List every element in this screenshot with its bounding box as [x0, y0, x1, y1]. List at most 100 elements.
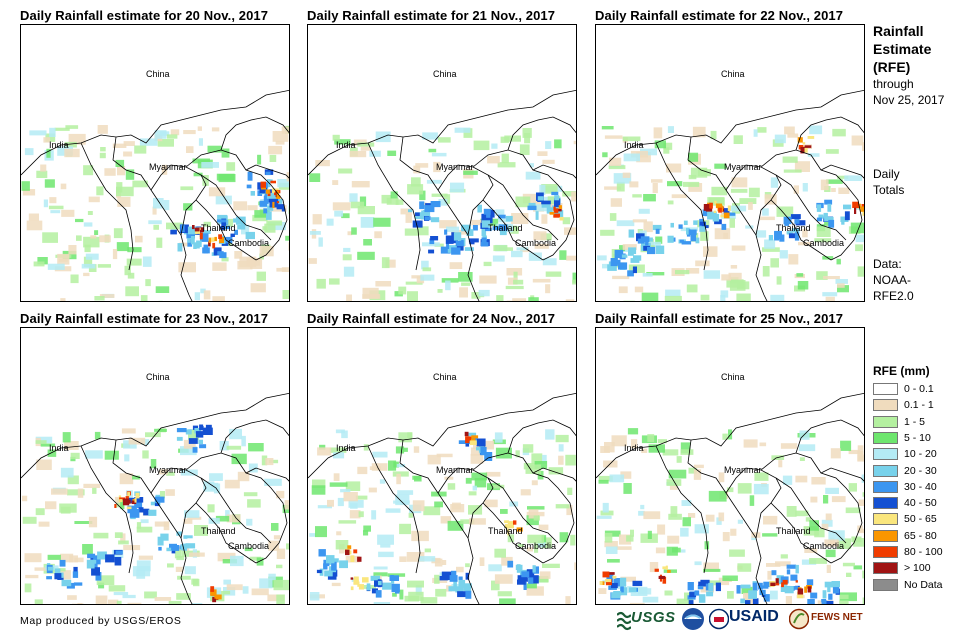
- rainfall-patch: [848, 449, 861, 455]
- rainfall-patch: [230, 233, 235, 237]
- rainfall-patch: [275, 140, 285, 145]
- rainfall-patch: [35, 436, 53, 444]
- rainfall-patch: [281, 208, 286, 212]
- rainfall-patch: [720, 295, 726, 301]
- heavy-rainfall-patch: [194, 227, 200, 232]
- rainfall-patch: [47, 566, 54, 571]
- rainfall-patch: [333, 473, 340, 481]
- rainfall-patch: [759, 442, 767, 447]
- rainfall-patch: [160, 533, 169, 541]
- heavy-rainfall-patch: [718, 207, 722, 213]
- rainfall-patch: [423, 506, 441, 516]
- legend-label: 50 - 65: [904, 513, 937, 526]
- heavy-rainfall-patch: [559, 216, 564, 221]
- rainfall-patch: [440, 516, 452, 524]
- rainfall-patch: [97, 264, 111, 268]
- rainfall-patch: [177, 575, 191, 580]
- rainfall-patch: [851, 135, 864, 146]
- rainfall-patch: [36, 459, 52, 470]
- heavy-rainfall-patch: [469, 440, 477, 445]
- rainfall-patch: [504, 135, 521, 142]
- rainfall-patch: [771, 570, 777, 576]
- rainfall-patch: [309, 173, 321, 182]
- heavy-rainfall-patch: [804, 586, 807, 593]
- rainfall-patch: [523, 581, 527, 590]
- rainfall-patch: [423, 301, 430, 302]
- rainfall-patch: [254, 210, 270, 218]
- rainfall-patch: [528, 509, 539, 519]
- rainfall-patch: [484, 499, 498, 508]
- rainfall-patch: [399, 556, 407, 562]
- country-boundary: [820, 467, 864, 482]
- rainfall-patch: [233, 218, 237, 223]
- rainfall-patch: [390, 191, 398, 199]
- rainfall-patch: [334, 210, 343, 217]
- rainfall-patch: [419, 556, 436, 562]
- rainfall-patch: [379, 479, 386, 484]
- rainfall-patch: [694, 590, 700, 596]
- place-label-india: India: [49, 443, 69, 453]
- rainfall-patch: [633, 255, 642, 261]
- rainfall-patch: [324, 570, 333, 577]
- rainfall-patch: [226, 584, 243, 591]
- rainfall-patch: [498, 217, 511, 223]
- rainfall-patch: [600, 446, 610, 453]
- rainfall-patch: [795, 564, 799, 574]
- heavy-rainfall-patch: [210, 589, 217, 596]
- rainfall-patch: [183, 203, 193, 211]
- rainfall-patch: [49, 197, 57, 204]
- rainfall-patch: [424, 548, 431, 553]
- rainfall-patch: [415, 585, 422, 595]
- rainfall-patch: [405, 214, 412, 223]
- rainfall-patch: [604, 186, 621, 190]
- rainfall-patch: [92, 487, 97, 494]
- rainfall-patch: [527, 506, 545, 510]
- rainfall-patch: [857, 445, 864, 455]
- rainfall-patch: [726, 279, 744, 288]
- heavy-rainfall-patch: [122, 498, 130, 506]
- rainfall-patch: [215, 195, 232, 205]
- legend-label: 65 - 80: [904, 529, 937, 542]
- rainfall-patch: [392, 592, 397, 597]
- rainfall-patch: [499, 598, 516, 604]
- rainfall-patch: [751, 532, 761, 538]
- rainfall-patch: [439, 576, 449, 581]
- rainfall-patch: [412, 220, 423, 228]
- rainfall-patch: [65, 125, 79, 129]
- rainfall-patch: [688, 513, 696, 518]
- rainfall-patch: [155, 286, 170, 293]
- place-label-thailand: Thailand: [776, 223, 811, 233]
- rainfall-patch: [62, 432, 71, 443]
- rainfall-patch: [48, 205, 64, 210]
- rainfall-patch: [618, 248, 634, 252]
- rainfall-patch: [73, 582, 83, 586]
- rainfall-patch: [208, 187, 226, 197]
- country-boundary: [596, 392, 864, 479]
- rainfall-patch: [145, 432, 161, 438]
- rainfall-patch: [424, 205, 435, 213]
- heavy-rainfall-patch: [265, 189, 270, 194]
- rainfall-patch: [447, 483, 456, 490]
- rainfall-patch: [341, 213, 350, 219]
- usgs-logo: USGS: [617, 607, 679, 633]
- legend-swatch: [873, 497, 898, 510]
- rainfall-patch: [728, 429, 733, 440]
- heavy-rainfall-patch: [804, 145, 812, 148]
- rainfall-patch: [782, 156, 798, 163]
- rainfall-patch: [762, 266, 770, 277]
- rainfall-patch: [667, 235, 674, 243]
- rainfall-patch: [98, 582, 105, 589]
- rainfall-patch: [629, 181, 639, 188]
- rainfall-patch: [839, 594, 849, 599]
- legend-label: 20 - 30: [904, 464, 937, 477]
- rainfall-patch: [803, 526, 819, 536]
- legend-label: 1 - 5: [904, 415, 926, 428]
- place-label-china: China: [433, 69, 457, 79]
- rainfall-patch: [338, 520, 357, 524]
- rainfall-patch: [762, 247, 780, 252]
- rainfall-patch: [613, 591, 622, 596]
- rainfall-patch: [811, 477, 826, 485]
- rainfall-patch: [598, 475, 613, 482]
- heavy-rainfall-patch: [214, 236, 217, 242]
- rainfall-patch: [403, 447, 408, 452]
